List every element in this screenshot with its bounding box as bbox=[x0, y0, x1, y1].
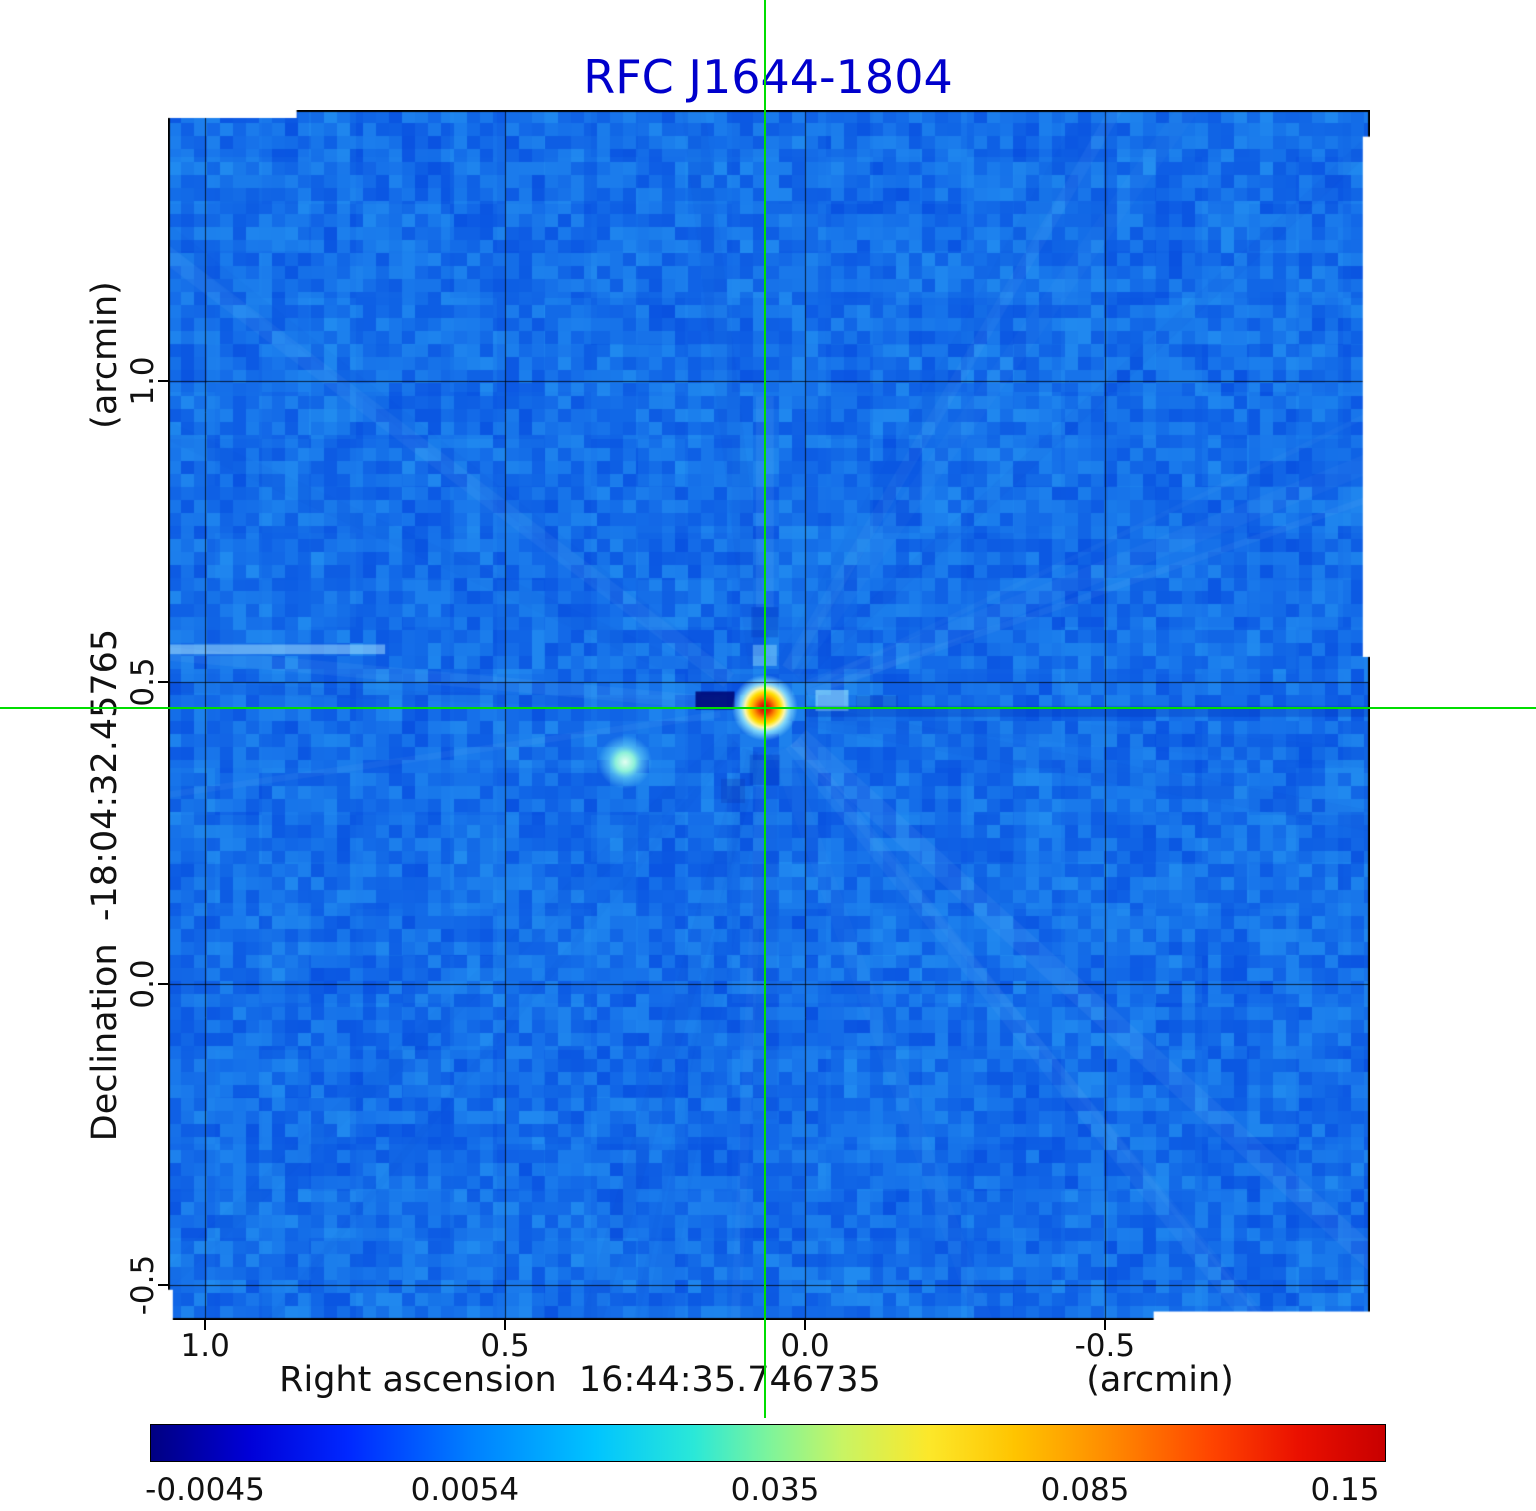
radio-map-canvas bbox=[168, 110, 1370, 1320]
y-tick-mark bbox=[158, 681, 168, 684]
y-tick-mark bbox=[158, 982, 168, 985]
y-axis-unit-label: (arcmin) bbox=[85, 281, 125, 429]
crosshair-horizontal-line bbox=[0, 706, 1536, 709]
x-axis-label: Right ascension 16:44:35.746735 bbox=[279, 1360, 881, 1400]
y-tick-label: 0.0 bbox=[125, 959, 161, 1009]
x-tick-label: 0.0 bbox=[780, 1328, 830, 1364]
x-tick-mark bbox=[1103, 1320, 1106, 1330]
figure-title: RFC J1644-1804 bbox=[583, 50, 953, 104]
y-tick-label: 0.5 bbox=[125, 657, 161, 708]
x-tick-label: -0.5 bbox=[1074, 1328, 1136, 1364]
colorbar bbox=[150, 1424, 1386, 1462]
colorbar-tick-label: 0.035 bbox=[730, 1472, 820, 1508]
y-tick-label: -0.5 bbox=[125, 1254, 161, 1316]
colorbar-tick-label: 0.15 bbox=[1310, 1472, 1380, 1508]
x-tick-label: 1.0 bbox=[180, 1328, 230, 1364]
x-axis-unit-label: (arcmin) bbox=[1086, 1360, 1234, 1400]
colorbar-tick-label: 0.0054 bbox=[410, 1472, 520, 1508]
colorbar-tick-label: -0.0045 bbox=[145, 1472, 265, 1508]
colorbar-tick-label: 0.085 bbox=[1040, 1472, 1130, 1508]
x-tick-mark bbox=[204, 1320, 207, 1330]
y-axis-label: Declination -18:04:32.45765 bbox=[85, 628, 125, 1142]
crosshair-vertical-line bbox=[763, 0, 766, 1418]
y-tick-mark bbox=[158, 1284, 168, 1287]
y-tick-mark bbox=[158, 380, 168, 383]
plot-area bbox=[168, 110, 1370, 1320]
x-tick-label: 0.5 bbox=[480, 1328, 530, 1364]
x-tick-mark bbox=[803, 1320, 806, 1330]
y-tick-label: 1.0 bbox=[125, 356, 161, 406]
x-tick-mark bbox=[504, 1320, 507, 1330]
